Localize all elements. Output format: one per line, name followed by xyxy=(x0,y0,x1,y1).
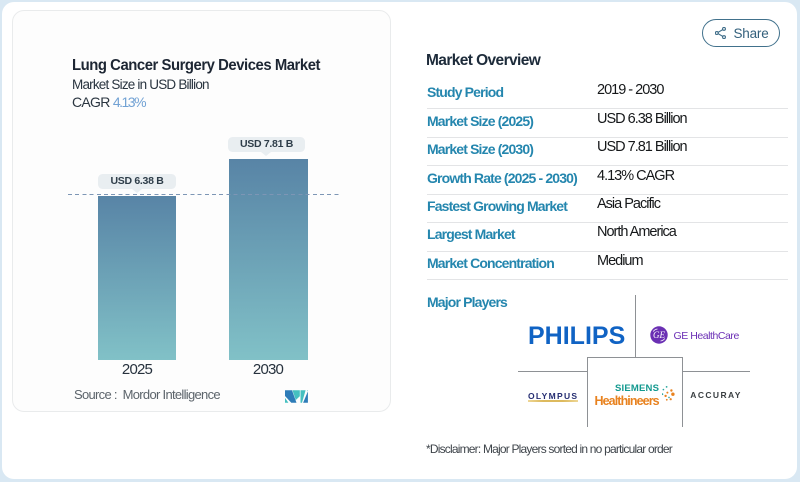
svg-text:GE: GE xyxy=(653,330,665,340)
